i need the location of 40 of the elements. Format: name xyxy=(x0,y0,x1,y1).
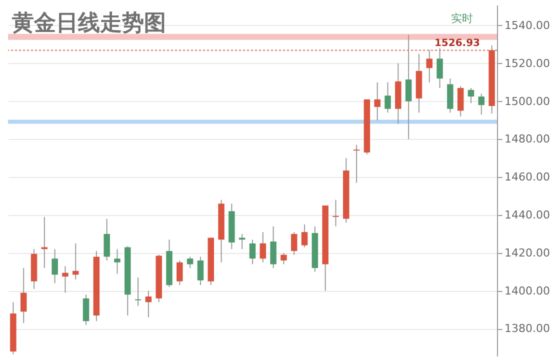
y-tick-label: 1400.00 xyxy=(504,284,550,298)
candlestick xyxy=(290,232,298,256)
y-tick-label: 1500.00 xyxy=(504,94,550,108)
y-tick-label: 1460.00 xyxy=(504,170,550,184)
ref-line-label: 1526.93 xyxy=(434,38,480,50)
candlestick xyxy=(238,233,246,250)
candlestick xyxy=(332,199,339,227)
candlestick xyxy=(436,48,443,89)
candlestick xyxy=(384,82,391,114)
candlestick xyxy=(52,248,58,284)
candlestick xyxy=(374,82,380,121)
candlestick xyxy=(186,256,194,269)
annotation: 实时 xyxy=(451,12,473,25)
candlestick xyxy=(104,218,110,261)
candlestick xyxy=(145,290,152,318)
y-tick-label: 1520.00 xyxy=(504,56,550,70)
y-tick-label: 1380.00 xyxy=(504,322,550,336)
candlestick xyxy=(249,239,256,265)
candlestick xyxy=(353,144,360,184)
candlestick xyxy=(478,93,485,116)
y-tick-label: 1540.00 xyxy=(504,18,550,32)
candlestick xyxy=(134,277,142,306)
candlestick xyxy=(62,266,68,294)
candlestick xyxy=(20,268,27,324)
y-tick-label: 1440.00 xyxy=(504,208,550,222)
candlestick xyxy=(405,34,412,140)
chart-title: 黄金日线走势图 xyxy=(11,11,166,36)
y-tick-label: 1420.00 xyxy=(504,246,550,260)
candlestick xyxy=(41,216,48,269)
candlestick xyxy=(468,88,474,104)
candlestick xyxy=(457,86,464,117)
candlestick xyxy=(301,224,308,248)
candlestick xyxy=(260,232,266,263)
candlestick xyxy=(82,294,90,326)
candlestick xyxy=(270,226,276,269)
candlestick xyxy=(114,248,120,274)
candlestick xyxy=(197,256,204,286)
candlestick xyxy=(280,252,287,265)
candlestick xyxy=(176,260,183,286)
y-tick-label: 1480.00 xyxy=(504,132,550,146)
